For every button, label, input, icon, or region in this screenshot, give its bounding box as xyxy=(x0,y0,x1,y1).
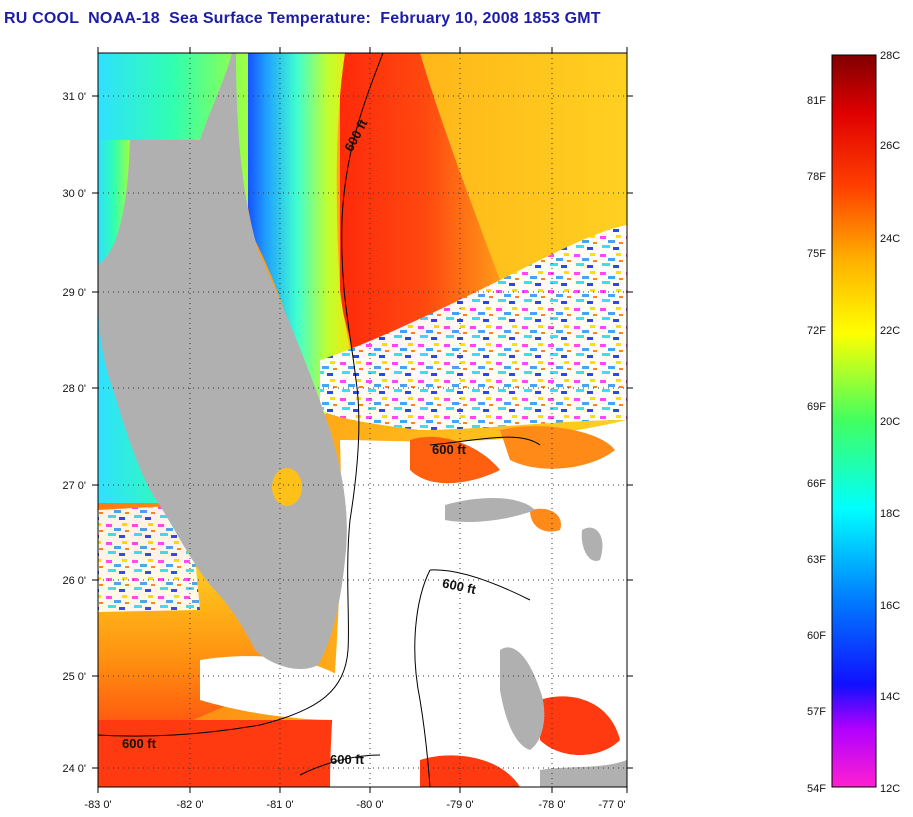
isobath-600ft-south xyxy=(299,754,381,776)
axis-ticks xyxy=(92,47,633,793)
big-bend-water xyxy=(98,140,130,265)
sst-imagery xyxy=(98,53,627,787)
lon-tick-label: -83 0' xyxy=(84,799,111,811)
abaco-island xyxy=(581,527,603,561)
fahrenheit-label: 60F xyxy=(807,630,826,642)
colorbar-celsius-labels: 28C 26C 24C 22C 20C 18C 16C 14C 12C xyxy=(880,50,900,795)
fahrenheit-label: 81F xyxy=(807,95,826,107)
florida-straits-warm xyxy=(98,720,338,787)
lon-tick-label: -80 0' xyxy=(356,799,383,811)
isobath-600ft-bahamas-north xyxy=(429,436,541,446)
lon-tick-label: -81 0' xyxy=(266,799,293,811)
warm-patch-5 xyxy=(530,508,561,532)
warm-patch-4 xyxy=(420,755,520,787)
shelf-water-north xyxy=(236,53,358,420)
plot-frame xyxy=(97,52,628,788)
isobath-600ft-tongue xyxy=(414,569,431,787)
fahrenheit-label: 63F xyxy=(807,554,826,566)
celsius-label: 20C xyxy=(880,416,900,428)
lat-tick-label: 26 0' xyxy=(62,575,86,587)
colorbar xyxy=(831,54,877,788)
cloud-band-mid xyxy=(320,225,627,430)
fahrenheit-label: 75F xyxy=(807,248,826,260)
lon-tick-label: -77 0' xyxy=(598,799,625,811)
fahrenheit-label: 54F xyxy=(807,783,826,795)
celsius-label: 26C xyxy=(880,140,900,152)
fahrenheit-label: 57F xyxy=(807,706,826,718)
isobath-600ft-florida xyxy=(98,53,384,737)
graticule xyxy=(98,53,627,787)
grand-bahama xyxy=(445,498,535,522)
celsius-label: 24C xyxy=(880,233,900,245)
cloud-cover-keys xyxy=(200,656,345,720)
warm-patch-2 xyxy=(500,426,615,469)
lat-tick-label: 28 0' xyxy=(62,383,86,395)
contour-label: 600 ft xyxy=(441,575,478,597)
lat-tick-label: 25 0' xyxy=(62,671,86,683)
isobath-600ft-east xyxy=(429,569,531,601)
celsius-label: 12C xyxy=(880,783,900,795)
warm-patch-3 xyxy=(540,696,620,755)
lat-tick-label: 30 0' xyxy=(62,188,86,200)
celsius-label: 14C xyxy=(880,691,900,703)
latitude-labels: 31 0' 30 0' 29 0' 28 0' 27 0' 26 0' 25 0… xyxy=(62,91,86,775)
lat-tick-label: 29 0' xyxy=(62,287,86,299)
lat-tick-label: 24 0' xyxy=(62,763,86,775)
lake-okeechobee xyxy=(272,468,302,506)
lon-tick-label: -79 0' xyxy=(446,799,473,811)
contour-label: 600 ft xyxy=(432,442,467,457)
lon-tick-label: -78 0' xyxy=(538,799,565,811)
andros-island xyxy=(500,647,545,750)
fahrenheit-label: 69F xyxy=(807,401,826,413)
cloud-band-gulf xyxy=(98,505,200,612)
map-title: RU COOL NOAA-18 Sea Surface Temperature:… xyxy=(4,10,601,27)
lat-tick-label: 31 0' xyxy=(62,91,86,103)
fahrenheit-label: 78F xyxy=(807,171,826,183)
cuba-coast xyxy=(540,760,627,787)
celsius-label: 28C xyxy=(880,50,900,62)
contour-label: 600 ft xyxy=(122,736,157,751)
celsius-label: 16C xyxy=(880,600,900,612)
lat-tick-label: 27 0' xyxy=(62,480,86,492)
florida-land xyxy=(98,53,347,670)
longitude-labels: -83 0' -82 0' -81 0' -80 0' -79 0' -78 0… xyxy=(84,799,625,811)
contour-label: 600 ft xyxy=(330,752,365,767)
warm-patch-1 xyxy=(410,436,500,484)
celsius-label: 18C xyxy=(880,508,900,520)
celsius-label: 22C xyxy=(880,325,900,337)
fahrenheit-label: 72F xyxy=(807,325,826,337)
lon-tick-label: -82 0' xyxy=(176,799,203,811)
colorbar-fahrenheit-labels: 81F 78F 75F 72F 69F 66F 63F 60F 57F 54F xyxy=(807,95,826,795)
fahrenheit-label: 66F xyxy=(807,478,826,490)
